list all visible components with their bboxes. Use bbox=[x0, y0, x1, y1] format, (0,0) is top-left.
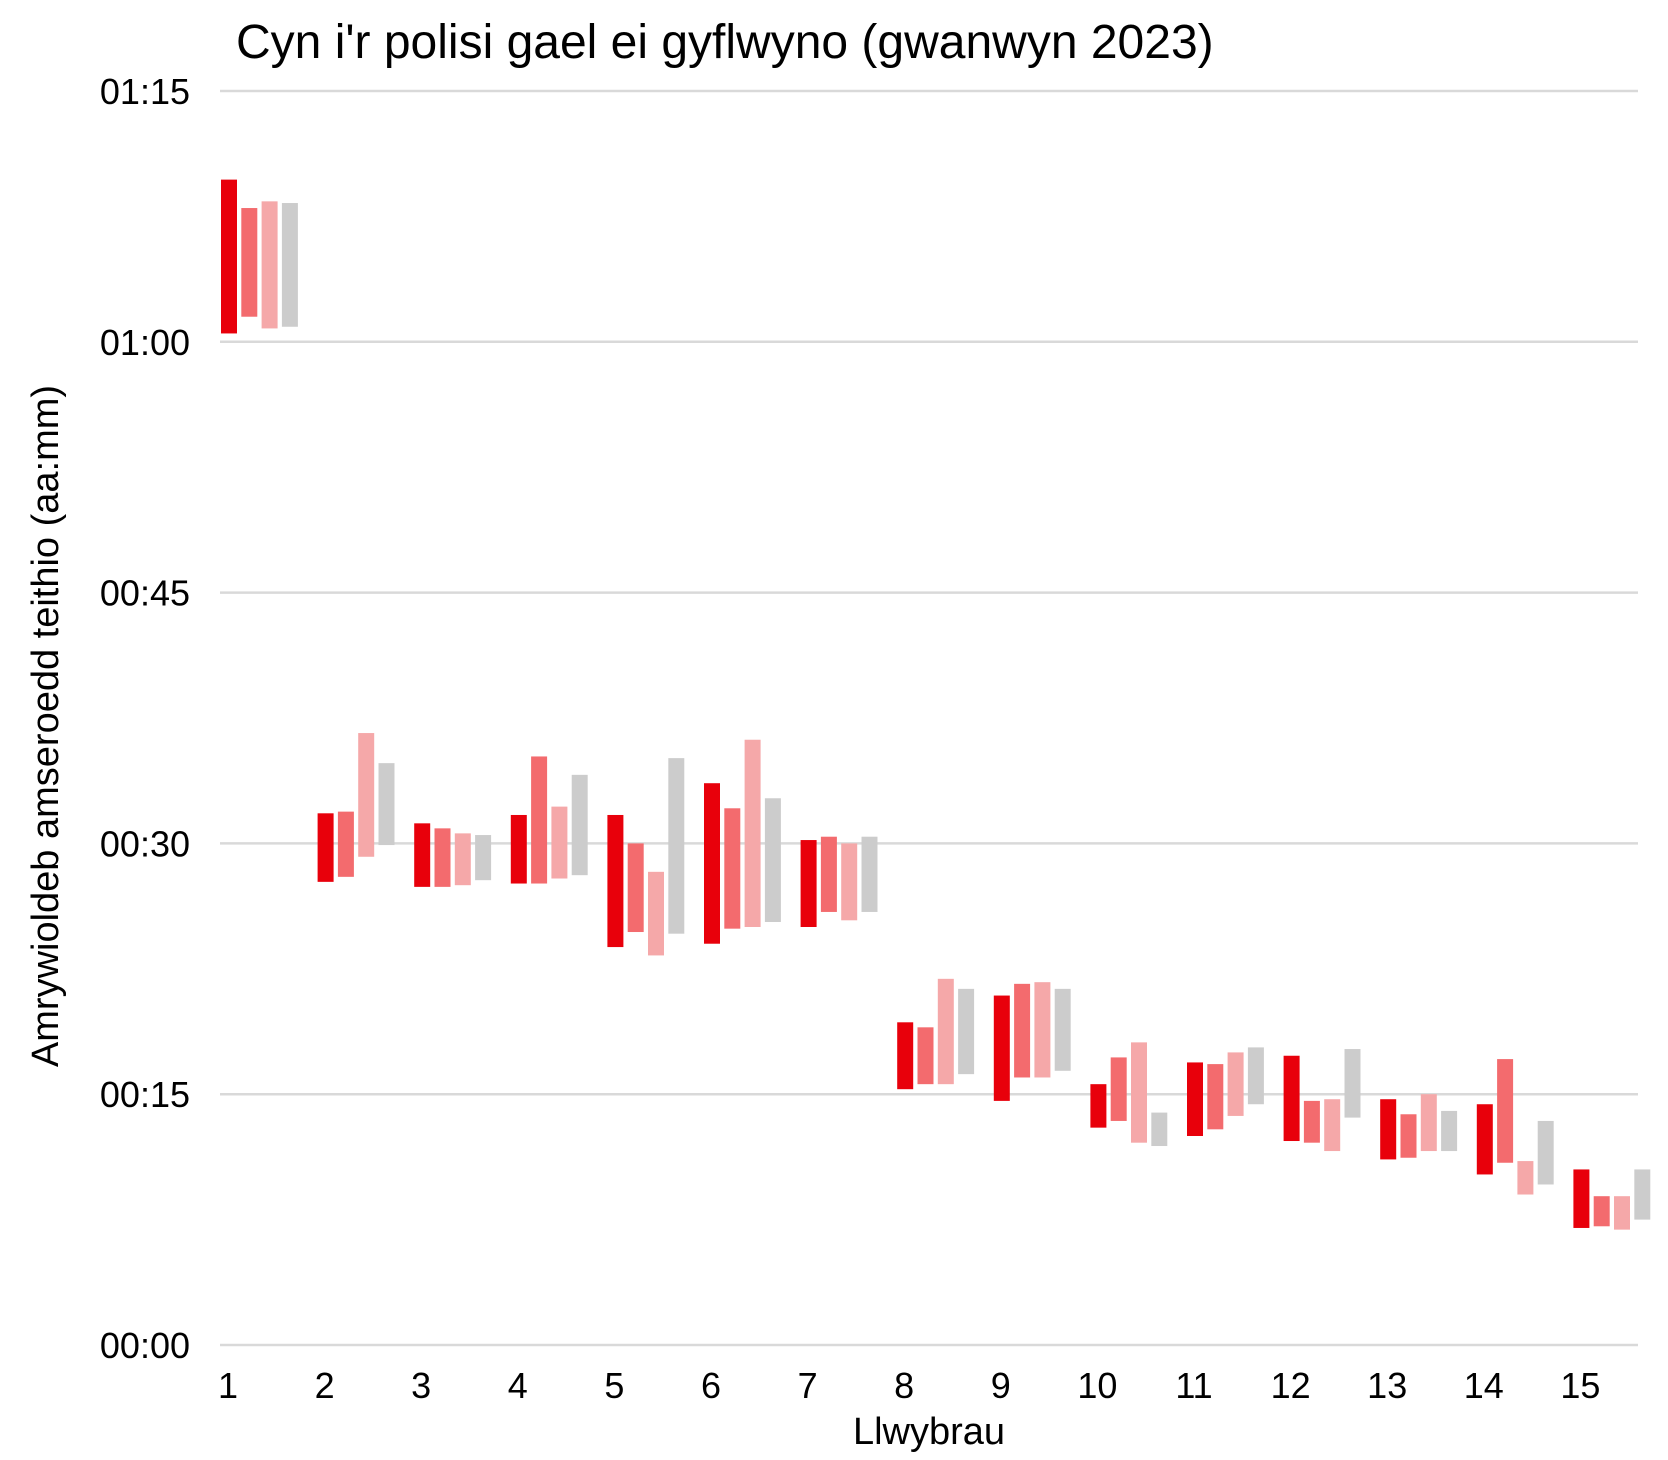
range-bar-route-10-s2 bbox=[1110, 1057, 1127, 1121]
range-bar-route-15-s3 bbox=[1614, 1196, 1630, 1230]
range-bar-route-11-s3 bbox=[1227, 1052, 1244, 1116]
x-tick-label: 15 bbox=[1560, 1365, 1600, 1406]
x-tick-label: 10 bbox=[1077, 1365, 1117, 1406]
x-tick-label: 13 bbox=[1367, 1365, 1407, 1406]
y-axis-ticks: 00:00 00:15 00:30 00:45 01:00 01:15 bbox=[100, 71, 190, 1366]
x-tick-label: 3 bbox=[411, 1365, 431, 1406]
range-bar-route-4-s4 bbox=[571, 774, 588, 876]
y-tick-label: 00:45 bbox=[100, 573, 190, 614]
range-bar-route-6-s4 bbox=[764, 798, 781, 922]
range-bar-route-5-s3 bbox=[648, 871, 664, 956]
x-tick-label: 14 bbox=[1464, 1365, 1504, 1406]
range-bar-route-8-s2 bbox=[917, 1027, 934, 1085]
range-bar-route-11-s2 bbox=[1207, 1064, 1224, 1130]
range-bar-route-1-s3 bbox=[261, 201, 278, 329]
range-bar-route-11-s1 bbox=[1187, 1062, 1203, 1136]
x-tick-label: 6 bbox=[701, 1365, 721, 1406]
range-bar-route-12-s3 bbox=[1324, 1099, 1341, 1152]
range-bar-route-13-s2 bbox=[1400, 1114, 1417, 1158]
x-tick-label: 11 bbox=[1175, 1365, 1212, 1406]
range-bar-route-2-s1 bbox=[317, 813, 334, 882]
range-bar-route-10-s1 bbox=[1090, 1084, 1107, 1128]
x-tick-label: 1 bbox=[218, 1365, 238, 1406]
y-tick-label: 00:30 bbox=[100, 823, 190, 864]
range-bar-route-15-s2 bbox=[1593, 1196, 1610, 1227]
range-bar-route-8-s3 bbox=[937, 978, 954, 1085]
x-tick-label: 5 bbox=[604, 1365, 624, 1406]
range-bar-route-7-s1 bbox=[800, 840, 817, 927]
range-bar-route-6-s3 bbox=[744, 739, 761, 927]
range-bar-route-5-s1 bbox=[607, 814, 624, 948]
range-bar-route-11-s4 bbox=[1247, 1047, 1264, 1105]
range-bar-route-4-s3 bbox=[551, 806, 568, 879]
range-bar-route-15-s4 bbox=[1634, 1169, 1651, 1220]
range-bar-route-7-s2 bbox=[820, 836, 837, 912]
y-tick-label: 00:00 bbox=[100, 1325, 190, 1366]
range-bar-route-14-s2 bbox=[1497, 1059, 1514, 1163]
x-axis-title: Llwybrau bbox=[853, 1411, 1005, 1453]
x-axis-ticks: 1 2 3 4 5 6 7 8 9 10 11 12 13 14 15 bbox=[218, 1365, 1600, 1406]
x-tick-label: 7 bbox=[798, 1365, 818, 1406]
range-bar-route-12-s1 bbox=[1283, 1055, 1300, 1142]
range-bar-route-1-s2 bbox=[241, 208, 258, 317]
range-bar-route-9-s2 bbox=[1014, 983, 1031, 1078]
range-bar-route-12-s2 bbox=[1303, 1100, 1320, 1143]
range-bar-route-15-s1 bbox=[1573, 1169, 1590, 1228]
range-bars bbox=[221, 179, 1651, 1230]
range-bar-route-9-s4 bbox=[1054, 988, 1071, 1071]
range-bar-route-3-s1 bbox=[414, 823, 431, 887]
y-tick-label: 01:00 bbox=[100, 322, 190, 363]
range-bar-route-4-s2 bbox=[531, 756, 548, 884]
range-bar-route-2-s3 bbox=[358, 733, 375, 857]
range-bar-route-7-s3 bbox=[841, 843, 858, 921]
range-bar-route-14-s1 bbox=[1476, 1104, 1493, 1175]
range-bar-route-13-s3 bbox=[1420, 1094, 1437, 1152]
x-tick-label: 12 bbox=[1271, 1365, 1311, 1406]
range-bar-route-8-s4 bbox=[958, 988, 975, 1075]
range-bar-route-2-s4 bbox=[378, 763, 395, 846]
range-bar-route-1-s4 bbox=[281, 203, 298, 327]
y-tick-label: 00:15 bbox=[100, 1074, 190, 1115]
range-bar-route-14-s4 bbox=[1537, 1120, 1554, 1185]
range-bar-route-3-s4 bbox=[475, 835, 492, 881]
range-bar-route-10-s4 bbox=[1151, 1112, 1168, 1147]
range-bar-route-5-s2 bbox=[627, 843, 644, 933]
range-bar-route-14-s3 bbox=[1517, 1161, 1534, 1195]
range-bar-route-13-s1 bbox=[1380, 1099, 1397, 1160]
x-tick-label: 2 bbox=[315, 1365, 335, 1406]
range-bar-route-8-s1 bbox=[897, 1022, 914, 1090]
x-tick-label: 9 bbox=[991, 1365, 1011, 1406]
range-bar-route-3-s3 bbox=[454, 833, 471, 886]
range-bar-route-13-s4 bbox=[1441, 1110, 1458, 1152]
chart-title: Cyn i'r polisi gael ei gyflwyno (gwanwyn… bbox=[236, 16, 1214, 69]
range-bar-route-9-s3 bbox=[1034, 982, 1051, 1078]
gridlines bbox=[220, 89, 1638, 1347]
y-tick-label: 01:15 bbox=[100, 71, 190, 112]
range-bar-route-3-s2 bbox=[434, 828, 451, 887]
range-bar-route-5-s4 bbox=[668, 758, 685, 934]
range-bar-route-10-s3 bbox=[1131, 1042, 1147, 1143]
x-tick-label: 4 bbox=[508, 1365, 528, 1406]
range-bar-route-12-s4 bbox=[1344, 1049, 1361, 1118]
x-tick-label: 8 bbox=[894, 1365, 914, 1406]
range-bar-route-6-s1 bbox=[704, 783, 720, 944]
range-bar-route-1-s1 bbox=[221, 179, 237, 334]
range-bar-route-7-s4 bbox=[861, 836, 878, 912]
range-bar-route-4-s1 bbox=[510, 814, 527, 884]
range-bar-route-6-s2 bbox=[724, 808, 741, 929]
y-axis-title: Amrywioldeb amseroedd teithio (aa:mm) bbox=[25, 385, 67, 1067]
range-bar-route-2-s2 bbox=[337, 811, 354, 877]
range-bar-route-9-s1 bbox=[993, 995, 1010, 1101]
